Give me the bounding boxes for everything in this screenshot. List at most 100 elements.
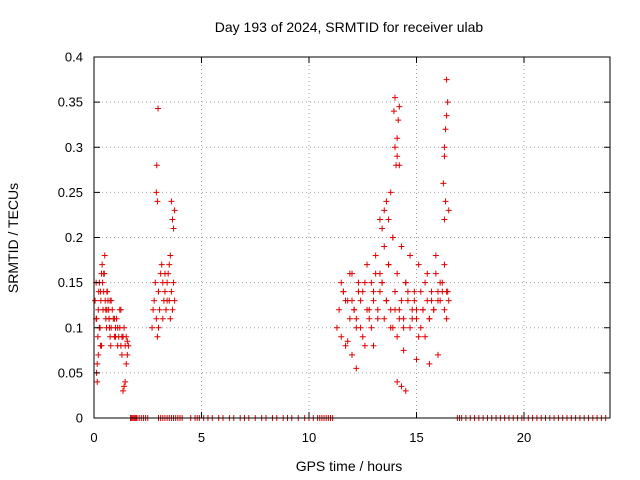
- tick-labels: 0 0.05 0.1 0.15 0.2 0.25 0.3 0.35 0.4 0 5 10 15 20: [58, 50, 532, 446]
- data-point: [376, 270, 383, 277]
- data-point: [171, 297, 178, 304]
- data-point: [99, 279, 106, 286]
- data-point: [368, 279, 375, 286]
- data-point: [359, 333, 366, 340]
- data-point: [374, 315, 381, 322]
- data-point: [154, 333, 161, 340]
- data-point: [164, 297, 171, 304]
- data-point: [435, 297, 441, 304]
- data-point: [150, 306, 157, 313]
- data-point: [443, 315, 450, 322]
- x-tick-label: 15: [409, 430, 423, 445]
- data-point: [357, 324, 364, 331]
- data-point: [336, 306, 343, 313]
- data-point: [398, 297, 405, 304]
- data-point: [125, 342, 132, 349]
- data-point: [389, 234, 396, 241]
- data-point: [93, 315, 100, 322]
- data-point: [154, 198, 161, 205]
- data-point: [338, 279, 345, 286]
- data-point: [407, 252, 414, 259]
- data-point: [445, 207, 452, 214]
- data-point: [153, 162, 160, 169]
- data-point: [97, 288, 104, 295]
- data-point: [109, 306, 116, 313]
- data-point: [170, 225, 177, 232]
- data-point: [441, 261, 448, 268]
- data-point: [357, 297, 364, 304]
- data-point: [168, 288, 175, 295]
- data-point: [167, 252, 174, 259]
- data-point: [445, 297, 452, 304]
- data-point: [364, 261, 371, 268]
- data-point: [441, 153, 448, 160]
- data-point: [441, 306, 448, 313]
- data-point: [432, 270, 439, 277]
- data-point: [379, 225, 386, 232]
- data-point: [359, 288, 366, 295]
- data-point: [163, 306, 170, 313]
- data-point: [383, 297, 390, 304]
- data-point: [114, 324, 121, 331]
- data-point: [413, 306, 420, 313]
- data-point: [404, 297, 411, 304]
- data-point: [159, 315, 166, 322]
- data-point: [441, 144, 448, 151]
- data-point: [342, 342, 349, 349]
- data-point: [422, 333, 429, 340]
- data-point: [381, 207, 388, 214]
- data-point: [346, 315, 353, 322]
- axis-ticks: [93, 56, 610, 419]
- data-point: [390, 108, 397, 115]
- data-point: [103, 288, 110, 295]
- data-point: [394, 378, 401, 385]
- data-point: [151, 297, 158, 304]
- data-point: [161, 270, 168, 277]
- data-point: [415, 261, 422, 268]
- data-point: [124, 338, 131, 345]
- y-tick-label: 0.4: [65, 50, 83, 65]
- data-point: [422, 279, 429, 286]
- data-point: [169, 216, 176, 223]
- data-point: [415, 333, 422, 340]
- data-point: [428, 288, 435, 295]
- data-point: [394, 333, 401, 340]
- data-point: [441, 216, 448, 223]
- data-point: [338, 333, 345, 340]
- data-point: [411, 288, 418, 295]
- y-tick-label: 0.35: [58, 95, 83, 110]
- data-point: [333, 324, 340, 331]
- data-point: [435, 351, 441, 358]
- data-point: [107, 297, 114, 304]
- data-point: [99, 261, 106, 268]
- data-point: [342, 297, 349, 304]
- data-point: [355, 279, 362, 286]
- data-point: [155, 105, 162, 112]
- data-point: [170, 279, 177, 286]
- data-point: [353, 315, 360, 322]
- data-point: [118, 351, 125, 358]
- data-point: [164, 279, 171, 286]
- data-point: [396, 315, 403, 322]
- data-point: [344, 338, 351, 345]
- data-point: [366, 306, 373, 313]
- data-point: [94, 360, 101, 367]
- data-point: [396, 103, 403, 110]
- data-point: [120, 387, 127, 394]
- data-point: [94, 333, 101, 340]
- data-point: [346, 270, 353, 277]
- data-point: [392, 306, 398, 313]
- grid: [94, 57, 610, 418]
- data-point: [402, 387, 409, 394]
- data-point: [432, 252, 439, 259]
- data-point: [121, 383, 128, 390]
- data-point: [409, 315, 416, 322]
- data-point: [161, 288, 168, 295]
- data-point: [417, 288, 424, 295]
- y-tick-label: 0.3: [65, 140, 83, 155]
- data-point: [426, 315, 433, 322]
- chart-title: Day 193 of 2024, SRMTID for receiver ula…: [215, 19, 484, 35]
- data-point: [419, 306, 426, 313]
- data-point: [124, 351, 131, 358]
